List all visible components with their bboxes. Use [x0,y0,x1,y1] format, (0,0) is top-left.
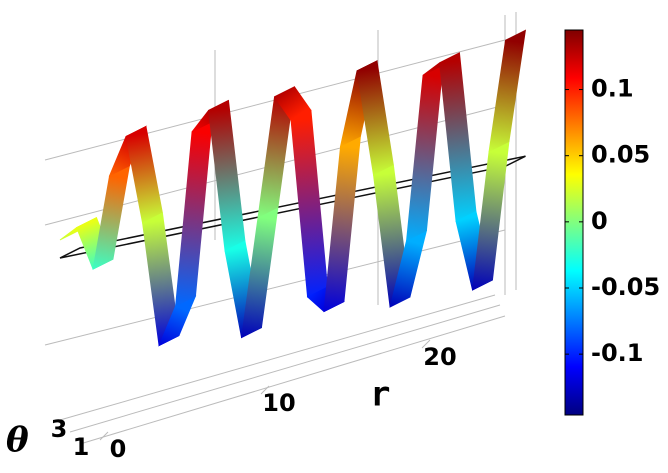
surface-patch [406,64,444,242]
surface-patch [488,29,527,153]
colorbar-tick-label: 0.05 [591,141,650,169]
x-tick-label: 10 [262,389,295,417]
surface-patch [125,125,163,224]
x-tick-label: 20 [423,343,456,371]
surface-patch [439,52,477,223]
y-axis-label: θ [6,420,29,460]
colorbar: -0.1 -0.05 0 0.05 0.1 [564,29,660,416]
colorbar-tick-label: -0.1 [591,339,643,367]
zero-plane [59,155,526,259]
surface-patch [92,165,131,270]
colorbar-tick-label: 0 [591,207,608,235]
x-axis-label: r [370,375,390,415]
surface-patch [323,135,361,313]
y-tick-label: 3 [51,415,68,443]
surface-patch [472,140,510,291]
x-tick [99,431,109,441]
surface [59,29,527,347]
colorbar-tick-label: -0.05 [591,273,660,301]
colorbar-tick-label: 0.1 [591,75,634,103]
x-tick [260,385,270,395]
x-tick-label: 0 [110,435,127,463]
x-tick [421,339,431,349]
surface-patch [175,121,213,307]
colorbar-scale [564,29,584,416]
surface-patch [208,99,246,252]
y-tick-label: 1 [73,433,90,461]
